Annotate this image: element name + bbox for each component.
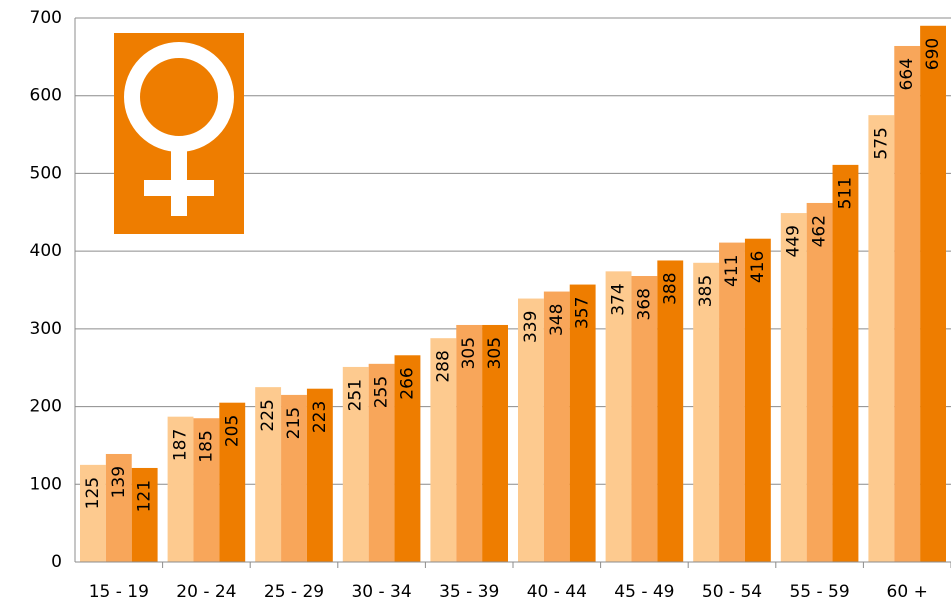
bar xyxy=(657,260,684,562)
y-tick-label: 600 xyxy=(30,86,62,106)
bar xyxy=(482,324,508,562)
data-label: 511 xyxy=(835,177,855,209)
bar xyxy=(518,298,544,562)
data-label: 385 xyxy=(696,275,716,307)
data-label: 305 xyxy=(485,337,505,369)
bar xyxy=(806,202,833,562)
bar xyxy=(569,284,596,562)
data-label: 374 xyxy=(609,283,629,315)
x-tick-label: 40 - 44 xyxy=(527,582,587,602)
bar xyxy=(342,366,369,562)
data-label: 251 xyxy=(346,379,366,411)
y-tick-label: 400 xyxy=(30,241,62,261)
data-label: 139 xyxy=(109,466,129,498)
data-label: 416 xyxy=(748,251,768,283)
bar xyxy=(605,271,632,562)
data-label: 205 xyxy=(222,415,242,447)
data-label: 121 xyxy=(135,480,155,512)
data-label: 125 xyxy=(83,477,103,509)
data-label: 288 xyxy=(433,350,453,382)
data-label: 187 xyxy=(171,429,191,461)
bar xyxy=(832,164,859,562)
y-tick-label: 700 xyxy=(30,8,62,28)
bar xyxy=(80,464,106,562)
x-tick-label: 50 - 54 xyxy=(702,582,762,602)
bar xyxy=(368,363,395,562)
bar xyxy=(894,45,921,562)
bar xyxy=(105,453,132,562)
data-label: 185 xyxy=(196,430,216,462)
female-icon xyxy=(114,33,244,234)
x-tick-label: 30 - 34 xyxy=(351,582,411,602)
data-label: 449 xyxy=(784,225,804,257)
y-tick-label: 0 xyxy=(51,552,62,572)
y-tick-label: 500 xyxy=(30,163,62,183)
data-label: 348 xyxy=(547,304,567,336)
plot: 0 100 200 300 400 500 600 700 15 - 19 125 139 121 20… xyxy=(30,8,951,602)
data-label: 690 xyxy=(923,38,943,70)
data-label: 339 xyxy=(521,311,541,343)
bar xyxy=(631,276,658,562)
data-label: 357 xyxy=(573,297,593,329)
bar xyxy=(167,416,194,562)
bar xyxy=(131,467,158,562)
data-label: 411 xyxy=(722,255,742,287)
bar xyxy=(920,25,946,563)
bar xyxy=(456,324,483,562)
x-tick-label: 45 - 49 xyxy=(614,582,674,602)
data-label: 388 xyxy=(660,272,680,304)
y-tick-label: 300 xyxy=(30,319,62,339)
x-tick-label: 20 - 24 xyxy=(176,582,236,602)
x-tick-label: 55 - 59 xyxy=(789,582,849,602)
data-label: 255 xyxy=(372,376,392,408)
bar xyxy=(780,213,807,562)
data-label: 266 xyxy=(397,367,417,399)
bar xyxy=(543,291,570,562)
y-tick-label: 200 xyxy=(30,397,62,417)
bar xyxy=(394,355,421,562)
bar xyxy=(219,402,246,562)
bar xyxy=(255,387,282,562)
data-label: 215 xyxy=(284,407,304,439)
bar xyxy=(868,115,895,563)
x-tick-label: 25 - 29 xyxy=(264,582,324,602)
data-label: 223 xyxy=(310,401,330,433)
bar xyxy=(693,262,720,562)
data-label: 368 xyxy=(634,288,654,320)
data-label: 664 xyxy=(897,58,917,90)
bar xyxy=(193,418,220,562)
bar xyxy=(430,338,457,562)
data-label: 305 xyxy=(459,337,479,369)
data-label: 225 xyxy=(258,399,278,431)
x-tick-label: 35 - 39 xyxy=(439,582,499,602)
data-label: 575 xyxy=(871,127,891,159)
bar xyxy=(281,394,307,562)
bar xyxy=(719,242,745,562)
bar xyxy=(306,388,333,562)
bar xyxy=(744,238,771,563)
y-tick-label: 100 xyxy=(30,474,62,494)
x-tick-label: 15 - 19 xyxy=(89,582,149,602)
data-label: 462 xyxy=(810,215,830,247)
x-tick-label: 60 + xyxy=(887,582,928,602)
